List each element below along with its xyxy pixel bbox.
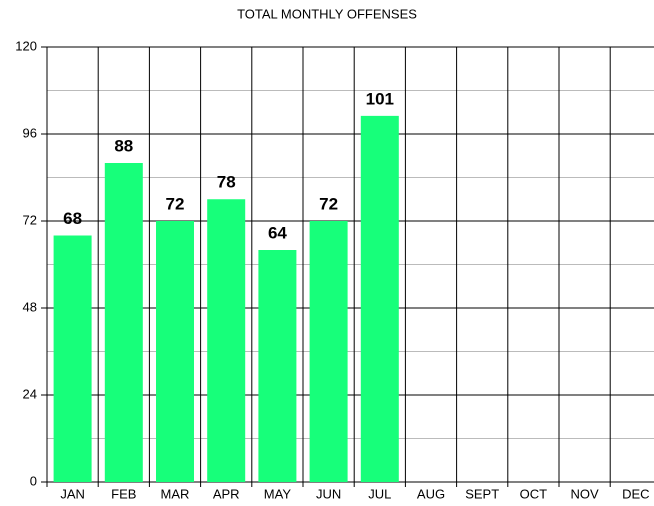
- data-label: 64: [268, 223, 287, 242]
- y-tick-label: 72: [23, 212, 37, 227]
- bar: [309, 221, 348, 482]
- bar: [258, 250, 297, 482]
- x-tick-label: JUN: [316, 486, 341, 501]
- chart-title: TOTAL MONTHLY OFFENSES: [237, 6, 417, 21]
- y-tick-label: 48: [23, 299, 37, 314]
- bar: [53, 235, 92, 482]
- bar: [104, 163, 143, 482]
- data-label: 72: [166, 194, 185, 213]
- x-tick-label: MAY: [264, 486, 292, 501]
- y-tick-label: 0: [30, 473, 37, 488]
- data-label: 72: [319, 194, 338, 213]
- x-tick-label: OCT: [520, 486, 548, 501]
- bar: [207, 199, 246, 482]
- x-tick-label: JUL: [368, 486, 391, 501]
- x-tick-label: JAN: [60, 486, 85, 501]
- x-tick-label: DEC: [622, 486, 649, 501]
- data-label: 68: [63, 209, 82, 228]
- x-tick-label: SEPT: [465, 486, 499, 501]
- y-tick-label: 24: [23, 386, 37, 401]
- data-label: 101: [366, 89, 394, 108]
- bar: [156, 221, 194, 482]
- x-tick-label: APR: [213, 486, 240, 501]
- y-tick-label: 120: [15, 38, 37, 53]
- x-tick-label: AUG: [417, 486, 445, 501]
- x-tick-label: MAR: [161, 486, 190, 501]
- y-tick-label: 96: [23, 125, 37, 140]
- x-tick-label: NOV: [571, 486, 600, 501]
- x-tick-label: FEB: [111, 486, 136, 501]
- data-label: 88: [114, 136, 133, 155]
- data-label: 78: [217, 173, 236, 192]
- bar: [360, 115, 399, 482]
